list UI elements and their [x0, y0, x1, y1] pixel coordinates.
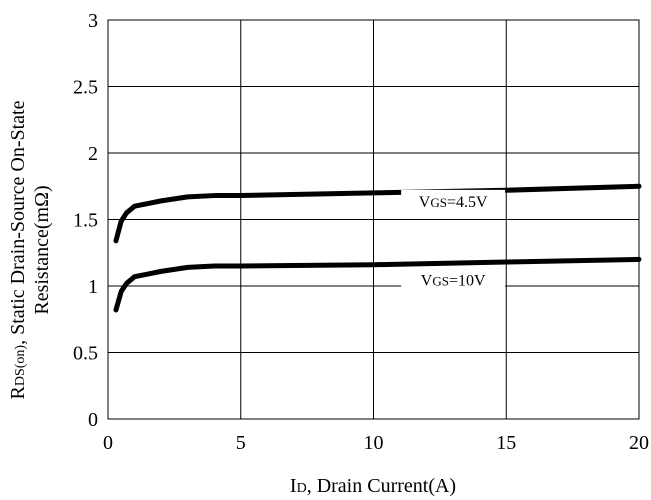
series-label-sub: GS — [430, 195, 447, 210]
series-line-1 — [113, 183, 642, 244]
series-label-1: VGS=4.5V — [419, 194, 488, 211]
x-axis-label-suffix: , Drain Current(A) — [307, 475, 456, 497]
grid — [108, 20, 639, 419]
y-tick-label: 0 — [88, 409, 98, 431]
x-axis-label: ID, Drain Current(A) — [290, 475, 456, 497]
x-tick-label: 10 — [364, 432, 384, 454]
x-tick-labels: 0 5 10 15 20 — [103, 432, 649, 454]
x-tick-label: 15 — [496, 432, 516, 454]
y-tick-label: 2 — [88, 143, 98, 165]
series-label-background — [401, 189, 506, 212]
y-tick-labels: 0 0.5 1 1.5 2 2.5 3 — [73, 10, 98, 431]
plot-frame — [107, 19, 640, 420]
series-label-sub: GS — [432, 273, 449, 288]
series-label-2: VGS=10V — [421, 272, 486, 289]
y-axis-label-line2: Resistance(mΩ) — [31, 185, 53, 314]
x-tick-label: 0 — [103, 432, 113, 454]
y-axis-label-sub: DS(on) — [13, 345, 28, 387]
y-tick-label: 1.5 — [73, 210, 98, 232]
y-tick-label: 3 — [88, 10, 98, 32]
x-axis-label-sub: D — [297, 481, 307, 496]
y-tick-label: 1 — [88, 276, 98, 298]
x-tick-label: 20 — [629, 432, 649, 454]
y-axis-label-line1: RDS(on), Static Drain-Source On-State — [7, 100, 29, 399]
series-label-suffix: =4.5V — [447, 194, 488, 211]
series-label-prefix: V — [419, 194, 431, 211]
x-axis-label-prefix: I — [290, 475, 297, 497]
y-axis-label-prefix: R — [7, 385, 29, 399]
series-line-2 — [113, 256, 642, 313]
series-label-suffix: =10V — [449, 272, 486, 289]
y-tick-label: 0.5 — [73, 343, 98, 365]
series-label-prefix: V — [421, 272, 433, 289]
x-tick-label: 5 — [236, 432, 246, 454]
y-axis-label-suffix: , Static Drain-Source On-State — [7, 100, 29, 344]
series-label-background — [401, 268, 506, 291]
y-tick-label: 2.5 — [73, 77, 98, 99]
